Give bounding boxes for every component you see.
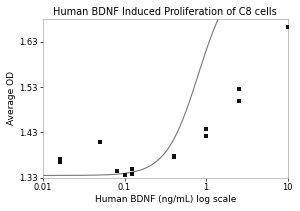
Point bbox=[130, 172, 135, 176]
Point bbox=[98, 141, 102, 144]
Point bbox=[57, 160, 62, 164]
Title: Human BDNF Induced Proliferation of C8 cells: Human BDNF Induced Proliferation of C8 c… bbox=[53, 7, 277, 17]
Point bbox=[57, 157, 62, 160]
Point bbox=[204, 134, 208, 138]
Point bbox=[114, 169, 119, 173]
Point bbox=[236, 88, 241, 91]
Y-axis label: Average OD: Average OD bbox=[7, 71, 16, 125]
X-axis label: Human BDNF (ng/mL) log scale: Human BDNF (ng/mL) log scale bbox=[95, 195, 236, 204]
Point bbox=[204, 127, 208, 130]
Point bbox=[171, 154, 176, 158]
Point bbox=[171, 156, 176, 159]
Point bbox=[236, 99, 241, 102]
Point bbox=[285, 25, 290, 28]
Point bbox=[130, 167, 135, 170]
Point bbox=[122, 173, 127, 176]
